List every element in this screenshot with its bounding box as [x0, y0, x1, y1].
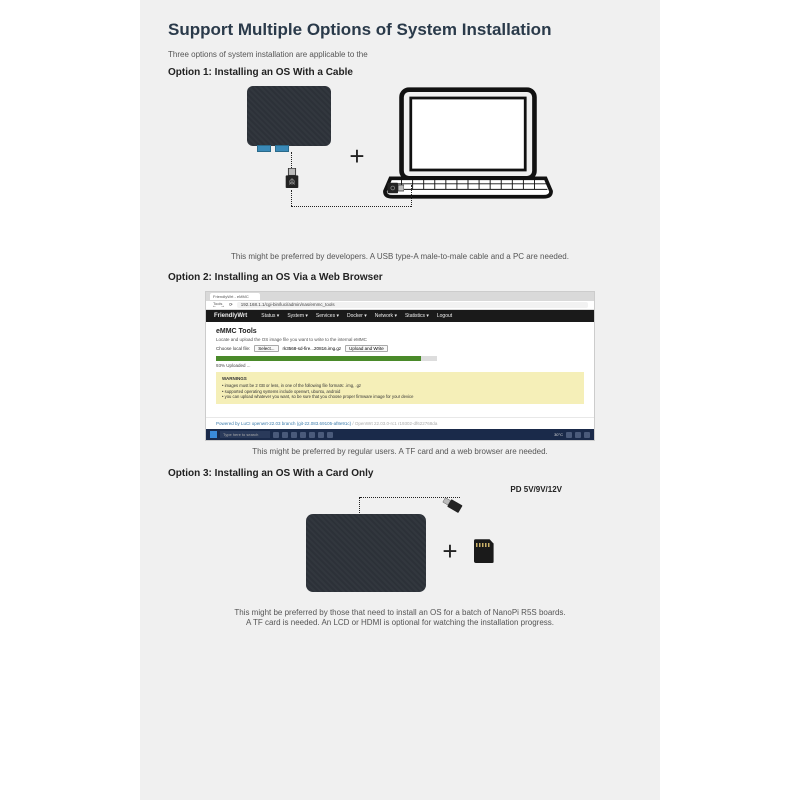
nav-item: Services ▾ [316, 313, 339, 319]
url-text: 192.168.1.1/cgi-bin/luci/admin/nas/emmc_… [237, 302, 588, 308]
option-3: Option 3: Installing an OS With a Card O… [168, 468, 632, 629]
footer-line: Powered by LuCI openwrt-22.03 branch (gi… [206, 417, 594, 429]
taskbar-icon [291, 432, 297, 438]
option2-caption: This might be preferred by regular users… [168, 447, 632, 457]
warning-box: WARNINGS • images must be 2 GB or less, … [216, 372, 584, 404]
footer-luci: Powered by LuCI openwrt-22.03 branch (gi… [216, 421, 351, 426]
browser-tabstrip: FriendlyWrt - eMMC Tools [206, 292, 594, 301]
warn-title: WARNINGS [222, 376, 247, 381]
nav-back-icon: ← [212, 303, 217, 308]
tool-sub: Locate and upload the OS image file you … [216, 337, 584, 342]
option3-title: Option 3: Installing an OS With a Card O… [168, 468, 632, 479]
sd-card-icon [474, 539, 494, 563]
nav-item: Status ▾ [261, 313, 279, 319]
plus-icon: + [349, 143, 364, 169]
device-icon [306, 514, 426, 592]
taskbar-icon [309, 432, 315, 438]
taskbar-icon [300, 432, 306, 438]
laptop-icon [383, 86, 553, 206]
nav-item: Docker ▾ [347, 313, 367, 319]
option1-diagram: + [168, 86, 632, 246]
windows-start-icon [210, 431, 217, 438]
nav-reload-icon: ⟳ [229, 302, 233, 308]
taskbar-icon [318, 432, 324, 438]
taskbar-tray-icon [566, 432, 572, 438]
option3-caption: This might be preferred by those that ne… [168, 608, 632, 629]
progress-bar [216, 356, 437, 361]
windows-taskbar: Type here to search 30°C [206, 429, 594, 440]
app-nav: FriendlyWrt Status ▾ System ▾ Services ▾… [206, 310, 594, 322]
browser-tab: FriendlyWrt - eMMC Tools [210, 293, 260, 300]
nav-item: System ▾ [287, 313, 308, 319]
plus-icon: + [442, 538, 457, 564]
browser-content: eMMC Tools Locate and upload the OS imag… [206, 322, 594, 417]
taskbar-icon [327, 432, 333, 438]
nav-item: Logout [437, 313, 452, 319]
pd-label: PD 5V/9V/12V [510, 485, 562, 494]
device-icon [247, 86, 331, 146]
browser-urlbar: ← → ⟳ 192.168.1.1/cgi-bin/luci/admin/nas… [206, 301, 594, 310]
taskbar-tray-icon [584, 432, 590, 438]
upload-button: Upload and Write [345, 345, 388, 352]
option1-title: Option 1: Installing an OS With a Cable [168, 67, 632, 78]
taskbar-temp: 30°C [554, 432, 563, 437]
option3-diagram: PD 5V/9V/12V + [168, 487, 632, 602]
nav-item: Network ▾ [375, 313, 397, 319]
usb-ports-icon [257, 145, 289, 152]
select-button: Select... [254, 345, 278, 352]
tool-heading: eMMC Tools [216, 328, 584, 335]
nav-item: Statistics ▾ [405, 313, 429, 319]
intro-text: Three options of system installation are… [168, 50, 632, 59]
file-row: Choose local file: Select... rk3568-sd-f… [216, 345, 584, 352]
warn-line: • images must be 2 GB or less, in one of… [222, 383, 361, 388]
usb-plug-icon [283, 168, 301, 190]
footer-openwrt: / OpenWrt 22.03.0-rc1 r19302-df622768da [351, 421, 437, 426]
page-title: Support Multiple Options of System Insta… [168, 20, 632, 40]
nav-fwd-icon: → [221, 303, 226, 308]
taskbar-icon [273, 432, 279, 438]
infographic-page: Support Multiple Options of System Insta… [140, 0, 660, 800]
file-name: rk3568-sd-fire...20816.img.gz [283, 346, 342, 351]
taskbar-search: Type here to search [220, 431, 270, 438]
option-1: Option 1: Installing an OS With a Cable … [168, 67, 632, 262]
warn-line: • supported operating systems include op… [222, 389, 340, 394]
option2-title: Option 2: Installing an OS Via a Web Bro… [168, 272, 632, 283]
browser-screenshot: FriendlyWrt - eMMC Tools ← → ⟳ 192.168.1… [205, 291, 595, 441]
usb-plug-icon [386, 177, 404, 199]
brand-label: FriendlyWrt [214, 313, 247, 319]
taskbar-icon [282, 432, 288, 438]
warn-line: • you can upload whatever you want, so b… [222, 394, 413, 399]
progress-label: 93% Uploaded ... [216, 363, 584, 368]
file-label: Choose local file: [216, 346, 250, 351]
taskbar-tray-icon [575, 432, 581, 438]
option1-caption: This might be preferred by developers. A… [168, 252, 632, 262]
option-2: Option 2: Installing an OS Via a Web Bro… [168, 272, 632, 457]
